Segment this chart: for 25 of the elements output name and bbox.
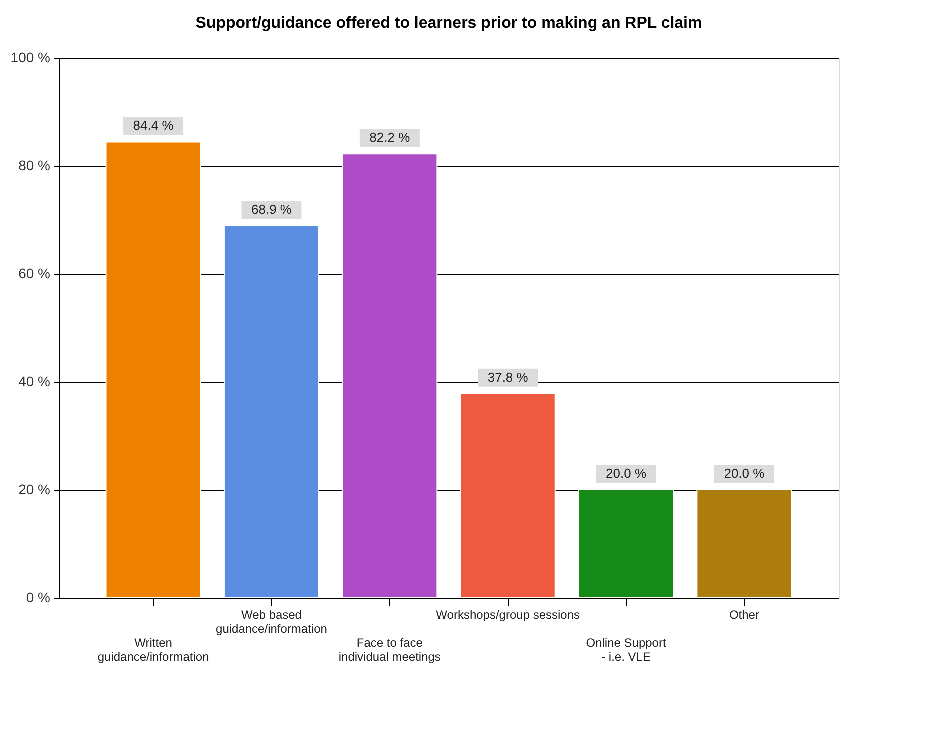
chart-title: Support/guidance offered to learners prior to making an RPL claim — [196, 15, 702, 32]
bar — [106, 142, 202, 598]
y-tick-label: 20 % — [18, 482, 50, 498]
y-tick-label: 60 % — [18, 266, 50, 282]
x-tick-label: Online Support - i.e. VLE — [586, 636, 667, 664]
y-tick-label: 80 % — [18, 158, 50, 174]
x-tick-label: Written guidance/information — [98, 636, 210, 664]
y-tick-label: 0 % — [26, 590, 50, 606]
data-label: 20.0 % — [724, 466, 766, 481]
x-tick-label: Web based guidance/information — [216, 608, 328, 636]
bar — [578, 490, 674, 598]
data-label: 37.8 % — [488, 370, 529, 385]
data-label: 84.4 % — [133, 118, 174, 134]
data-label: 20.0 % — [606, 466, 647, 481]
bar — [696, 490, 792, 598]
data-label: 82.2 % — [370, 130, 411, 146]
bar — [224, 225, 320, 598]
x-tick-label: Other — [729, 608, 760, 622]
data-label: 68.9 % — [251, 202, 292, 217]
bar — [460, 393, 556, 598]
y-tick-label: 100 % — [10, 50, 50, 66]
y-tick-label: 40 % — [18, 374, 50, 390]
x-tick-label: Face to face individual meetings — [338, 636, 441, 664]
bar — [342, 154, 438, 598]
x-tick-label: Workshops/group sessions — [436, 608, 580, 622]
